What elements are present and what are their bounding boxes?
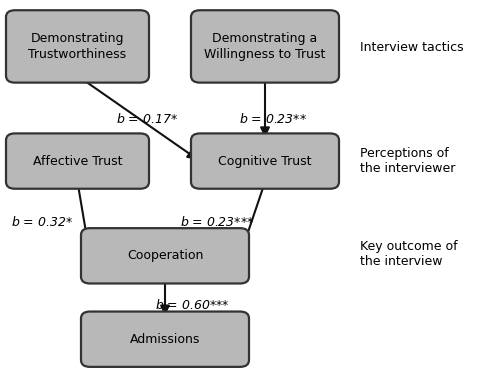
Text: Interview tactics: Interview tactics [360,41,464,54]
Text: Cooperation: Cooperation [127,249,203,262]
Text: $b$ = 0.23**: $b$ = 0.23** [238,113,306,126]
Text: Perceptions of
the interviewer: Perceptions of the interviewer [360,147,456,175]
Text: Demonstrating a
Willingness to Trust: Demonstrating a Willingness to Trust [204,32,326,61]
Text: $b$ = 0.23***: $b$ = 0.23*** [180,215,254,229]
Text: Cognitive Trust: Cognitive Trust [218,155,312,168]
Text: Demonstrating
Trustworthiness: Demonstrating Trustworthiness [28,32,126,61]
Text: $b$ = 0.17*: $b$ = 0.17* [116,113,178,126]
Text: Key outcome of
the interview: Key outcome of the interview [360,240,458,268]
Text: Admissions: Admissions [130,333,200,346]
FancyBboxPatch shape [6,133,149,189]
Text: $b$ = 0.60***: $b$ = 0.60*** [155,298,230,312]
FancyBboxPatch shape [191,10,339,83]
FancyBboxPatch shape [191,133,339,189]
Text: Affective Trust: Affective Trust [33,155,122,168]
FancyBboxPatch shape [81,228,249,283]
Text: $b$ = 0.32*: $b$ = 0.32* [12,215,74,229]
FancyBboxPatch shape [6,10,149,83]
FancyBboxPatch shape [81,312,249,367]
